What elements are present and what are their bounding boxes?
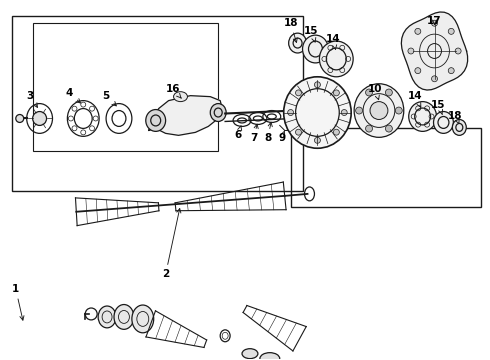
Ellipse shape <box>452 120 466 135</box>
Circle shape <box>432 20 438 26</box>
Text: 11: 11 <box>0 359 1 360</box>
Text: 5: 5 <box>102 91 116 106</box>
Text: 18: 18 <box>283 18 298 42</box>
Circle shape <box>315 137 320 143</box>
Circle shape <box>366 125 372 132</box>
Circle shape <box>356 107 363 114</box>
Text: 2: 2 <box>162 208 181 279</box>
Ellipse shape <box>242 349 258 359</box>
Ellipse shape <box>354 84 404 137</box>
Circle shape <box>295 90 301 96</box>
Text: 4: 4 <box>66 88 80 103</box>
Circle shape <box>386 125 392 132</box>
Circle shape <box>386 89 392 96</box>
Circle shape <box>408 48 414 54</box>
Text: 13: 13 <box>0 359 1 360</box>
Circle shape <box>415 28 421 34</box>
Text: 16: 16 <box>165 84 181 98</box>
Text: 12: 12 <box>0 359 1 360</box>
Text: 10: 10 <box>368 84 382 100</box>
Circle shape <box>333 90 340 96</box>
Text: 17: 17 <box>427 16 442 26</box>
Text: 18: 18 <box>448 111 463 123</box>
Text: 3: 3 <box>26 91 38 107</box>
Ellipse shape <box>434 112 453 133</box>
Circle shape <box>455 48 461 54</box>
Circle shape <box>448 68 454 74</box>
Bar <box>33 23 218 152</box>
Bar <box>291 128 481 207</box>
Circle shape <box>288 109 294 116</box>
Circle shape <box>341 109 347 116</box>
Text: 8: 8 <box>264 122 272 143</box>
Ellipse shape <box>284 77 351 148</box>
Circle shape <box>16 114 24 122</box>
Polygon shape <box>149 96 222 135</box>
Circle shape <box>448 28 454 34</box>
Ellipse shape <box>98 306 116 328</box>
Text: 9: 9 <box>278 131 285 143</box>
Ellipse shape <box>302 35 328 63</box>
Ellipse shape <box>319 41 353 77</box>
Ellipse shape <box>114 305 134 329</box>
Text: 1: 1 <box>12 284 24 320</box>
Text: 12: 12 <box>0 359 1 360</box>
Circle shape <box>33 112 47 125</box>
Ellipse shape <box>173 92 188 102</box>
Circle shape <box>395 107 402 114</box>
Circle shape <box>366 89 372 96</box>
Ellipse shape <box>146 109 166 131</box>
Ellipse shape <box>409 102 437 131</box>
Ellipse shape <box>289 33 307 53</box>
Text: 15: 15 <box>431 100 446 114</box>
Circle shape <box>432 76 438 82</box>
Text: 15: 15 <box>304 26 319 42</box>
Text: 14: 14 <box>326 34 341 49</box>
Text: 7: 7 <box>250 124 258 143</box>
Bar <box>12 16 303 191</box>
Text: 14: 14 <box>407 91 422 107</box>
Circle shape <box>315 82 320 88</box>
Ellipse shape <box>210 104 226 121</box>
Circle shape <box>333 129 340 135</box>
Text: 6: 6 <box>234 126 242 140</box>
Ellipse shape <box>260 353 280 360</box>
Circle shape <box>415 68 421 74</box>
Polygon shape <box>401 12 467 90</box>
Circle shape <box>295 129 301 135</box>
Ellipse shape <box>132 305 154 333</box>
Circle shape <box>370 102 388 120</box>
